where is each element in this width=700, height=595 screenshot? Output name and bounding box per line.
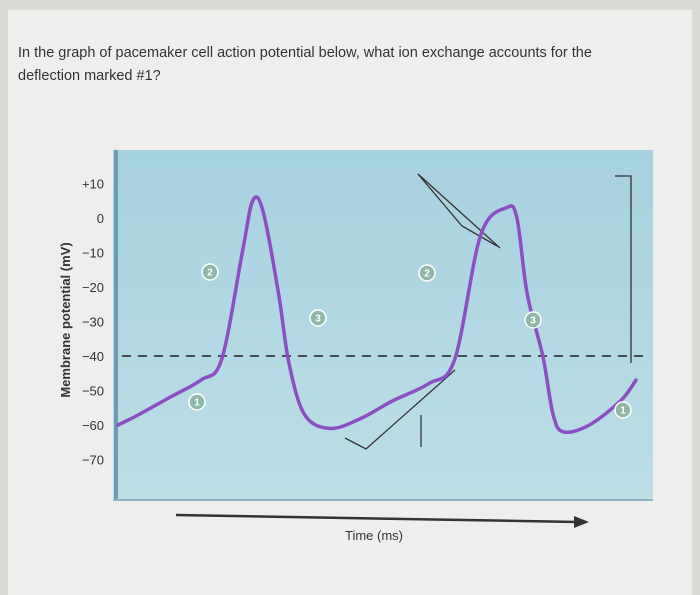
question-text: In the graph of pacemaker cell action po…	[18, 45, 592, 84]
phase-marker-circle	[309, 309, 327, 327]
phase-marker-label: 1	[620, 406, 626, 417]
y-tick-label: −70	[82, 453, 104, 468]
y-tick-label: −40	[82, 349, 104, 364]
y-tick-label: −60	[82, 418, 104, 433]
phase-marker-2: 2	[418, 264, 436, 282]
phase-marker-label: 2	[424, 269, 430, 280]
phase-marker-3: 3	[309, 309, 327, 327]
phase-marker-label: 2	[207, 268, 213, 279]
phase-marker-1: 1	[614, 401, 632, 419]
x-axis-arrow-line	[175, 513, 579, 524]
y-tick-label: −10	[82, 246, 104, 261]
y-tick-label: +10	[82, 177, 104, 192]
x-axis-label: Time (ms)	[345, 528, 403, 543]
phase-marker-circle	[201, 263, 219, 281]
y-axis-label: Membrane potential (mV)	[58, 242, 73, 397]
y-tick-label: −20	[82, 280, 104, 295]
y-tick-label: −30	[82, 315, 104, 330]
phase-marker-circle	[614, 401, 632, 419]
guide-lines	[344, 173, 632, 450]
phase-marker-2: 2	[201, 263, 219, 281]
phase-marker-3: 3	[524, 311, 542, 329]
guide-line-phase1-bracket	[344, 369, 456, 450]
phase-marker-label: 3	[530, 316, 536, 327]
y-tick-label: 0	[97, 211, 104, 226]
guide-line-phase2-upper	[417, 173, 498, 247]
y-tick-label: −50	[82, 384, 104, 399]
phase-marker-1: 1	[188, 393, 206, 411]
guide-line-cycle-bracket	[615, 175, 632, 363]
phase-marker-circle	[418, 264, 436, 282]
x-axis-arrowhead	[574, 516, 589, 528]
phase-marker-circle	[188, 393, 206, 411]
action-potential-curve	[116, 195, 638, 435]
plot-area	[113, 150, 653, 500]
phase-marker-label: 1	[194, 398, 200, 409]
phase-marker-circle	[524, 311, 542, 329]
phase-marker-label: 3	[315, 314, 321, 325]
guide-line-phase2-diagonal	[417, 173, 501, 249]
